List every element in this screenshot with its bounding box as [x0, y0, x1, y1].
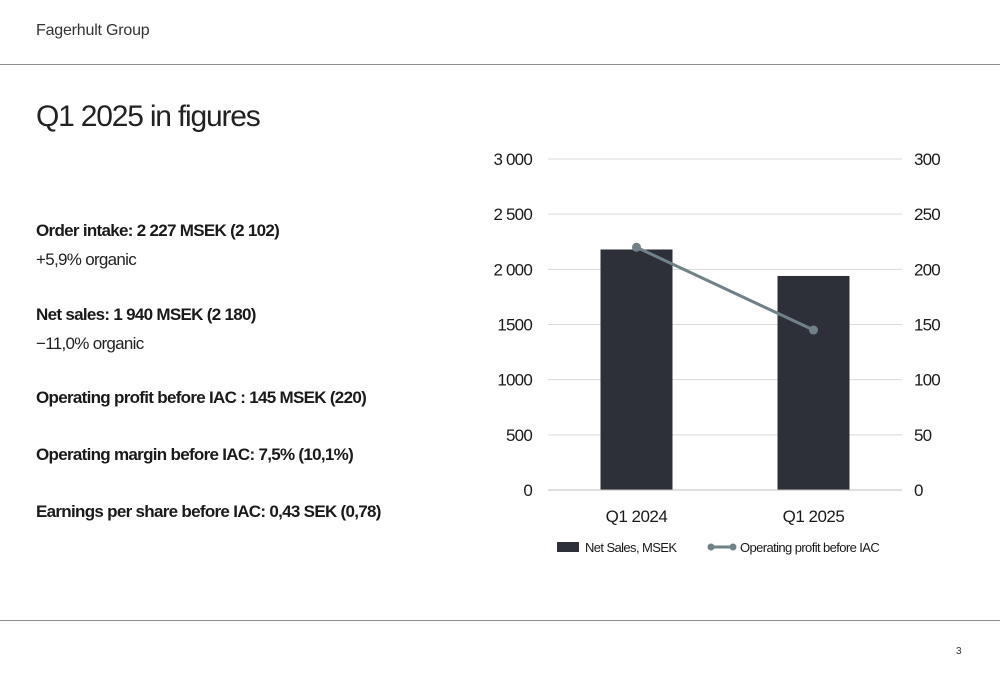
operating-profit-line: [635, 245, 815, 332]
left-axis-tick-label: 3 000: [493, 150, 532, 169]
right-axis-tick-label: 300: [914, 150, 940, 169]
sales-profit-chart: 0 500 1000 1500 2 000 2 500 3 000 0 50 100 150 200 2…: [493, 150, 941, 555]
legend-net-sales-swatch: [557, 542, 579, 552]
slide-title: Q1 2025 in figures: [36, 100, 261, 133]
net-sales-figure: Net sales: 1 940 MSEK (2 180): [36, 305, 256, 324]
right-axis-tick-label: 0: [914, 481, 923, 500]
header-divider: [0, 64, 1000, 65]
left-axis-tick-label: 0: [523, 481, 532, 500]
right-axis-tick-label: 250: [914, 205, 940, 224]
right-axis-tick-label: 50: [914, 426, 932, 445]
left-axis-tick-label: 500: [506, 426, 532, 445]
left-axis-tick-label: 1500: [497, 316, 532, 335]
eps-figure: Earnings per share before IAC: 0,43 SEK …: [36, 502, 381, 521]
legend-operating-profit-label: Operating profit before IAC: [740, 540, 879, 555]
net-sales-organic: −11,0% organic: [36, 334, 144, 353]
operating-profit-figure: Operating profit before IAC : 145 MSEK (…: [36, 388, 367, 407]
net-sales-bar: [777, 275, 850, 490]
operating-profit-point: [632, 242, 641, 252]
legend-net-sales-label: Net Sales, MSEK: [585, 540, 677, 555]
category-label: Q1 2024: [606, 507, 668, 526]
left-axis-tick-label: 2 500: [493, 205, 532, 224]
footer-divider: [0, 620, 1000, 621]
order-intake-figure: Order intake: 2 227 MSEK (2 102): [36, 221, 280, 240]
left-axis-tick-label: 1000: [497, 371, 532, 390]
legend-operating-profit-marker: [729, 543, 737, 551]
legend-operating-profit-marker: [707, 543, 715, 551]
order-intake-organic: +5,9% organic: [36, 250, 137, 269]
operating-profit-point: [809, 325, 818, 335]
right-axis-tick-label: 200: [914, 260, 940, 279]
category-label: Q1 2025: [783, 507, 845, 526]
company-name: Fagerhult Group: [36, 22, 150, 39]
operating-margin-figure: Operating margin before IAC: 7,5% (10,1%…: [36, 445, 354, 464]
page-number: 3: [956, 646, 962, 657]
left-axis-tick-label: 2 000: [493, 260, 532, 279]
right-axis-tick-label: 100: [914, 371, 940, 390]
net-sales-bar: [600, 249, 673, 490]
right-axis-tick-label: 150: [914, 316, 940, 335]
